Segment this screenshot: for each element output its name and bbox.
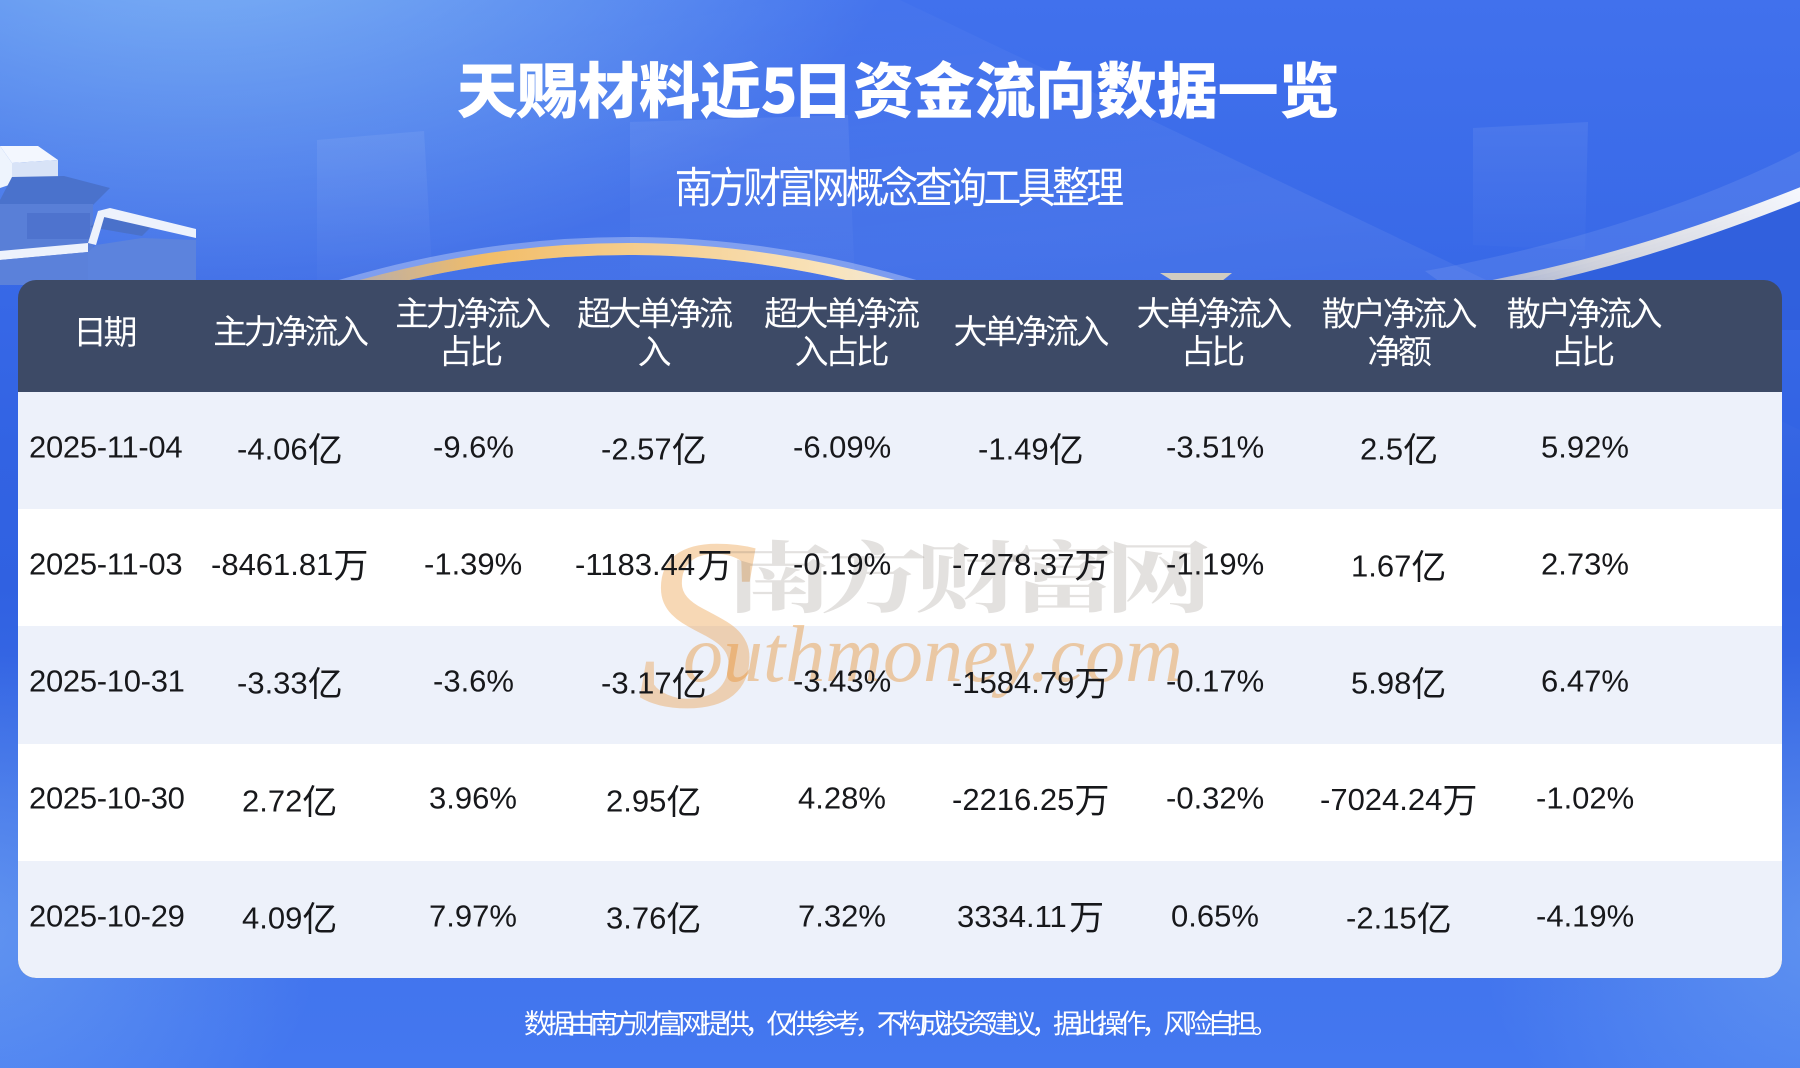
svg-text:-1.19%: -1.19% bbox=[1166, 546, 1264, 581]
svg-text:1.67: 1.67 bbox=[1351, 548, 1411, 583]
svg-text:7.97%: 7.97% bbox=[429, 898, 517, 933]
svg-text:-2216.25: -2216.25 bbox=[952, 782, 1074, 817]
svg-text:-3.43%: -3.43% bbox=[793, 663, 891, 698]
svg-text:-3.33: -3.33 bbox=[237, 666, 308, 701]
svg-text:-0.32%: -0.32% bbox=[1166, 781, 1264, 816]
svg-text:-3.51%: -3.51% bbox=[1166, 429, 1264, 464]
svg-text:-0.19%: -0.19% bbox=[793, 546, 891, 581]
svg-text:-2.15: -2.15 bbox=[1346, 900, 1417, 935]
svg-text:-7278.37: -7278.37 bbox=[952, 547, 1074, 582]
svg-text:2025-11-03: 2025-11-03 bbox=[29, 546, 182, 581]
svg-text:4.28%: 4.28% bbox=[798, 781, 886, 816]
svg-text:2.95: 2.95 bbox=[606, 783, 666, 818]
svg-text:-0.17%: -0.17% bbox=[1166, 663, 1264, 698]
svg-text:-9.6%: -9.6% bbox=[433, 429, 514, 464]
svg-text:6.47%: 6.47% bbox=[1541, 663, 1629, 698]
svg-text:-3.17: -3.17 bbox=[601, 666, 672, 701]
svg-text:-2.57: -2.57 bbox=[601, 431, 672, 466]
svg-text:-4.06: -4.06 bbox=[237, 431, 308, 466]
svg-text:2.73%: 2.73% bbox=[1541, 546, 1629, 581]
svg-text:2.72: 2.72 bbox=[242, 783, 302, 818]
svg-text:5.92%: 5.92% bbox=[1541, 429, 1629, 464]
svg-text:-1584.79: -1584.79 bbox=[952, 664, 1074, 699]
svg-text:2.5: 2.5 bbox=[1360, 431, 1403, 466]
svg-text:4.09: 4.09 bbox=[242, 900, 302, 935]
svg-text:-4.19%: -4.19% bbox=[1536, 898, 1634, 933]
svg-text:3.96%: 3.96% bbox=[429, 781, 517, 816]
svg-text:-1.49: -1.49 bbox=[978, 431, 1049, 466]
svg-text:3334.11: 3334.11 bbox=[957, 899, 1067, 934]
svg-text:2025-11-04: 2025-11-04 bbox=[29, 429, 182, 464]
svg-text:7.32%: 7.32% bbox=[798, 898, 886, 933]
svg-text:-1.02%: -1.02% bbox=[1536, 781, 1634, 816]
svg-text:2025-10-30: 2025-10-30 bbox=[29, 781, 185, 816]
svg-text:5.98: 5.98 bbox=[1351, 666, 1411, 701]
svg-text:outhmoney.com: outhmoney.com bbox=[683, 611, 1183, 699]
svg-text:0.65%: 0.65% bbox=[1171, 898, 1259, 933]
svg-text:-7024.24: -7024.24 bbox=[1320, 782, 1442, 817]
svg-text:2025-10-29: 2025-10-29 bbox=[29, 898, 185, 933]
svg-text:-3.6%: -3.6% bbox=[433, 663, 514, 698]
svg-text:-1183.44: -1183.44 bbox=[575, 547, 695, 582]
svg-text:-6.09%: -6.09% bbox=[793, 429, 891, 464]
svg-text:-8461.81: -8461.81 bbox=[211, 547, 333, 582]
svg-text:-1.39%: -1.39% bbox=[424, 546, 522, 581]
svg-text:3.76: 3.76 bbox=[606, 900, 666, 935]
svg-text:2025-10-31: 2025-10-31 bbox=[29, 663, 185, 698]
